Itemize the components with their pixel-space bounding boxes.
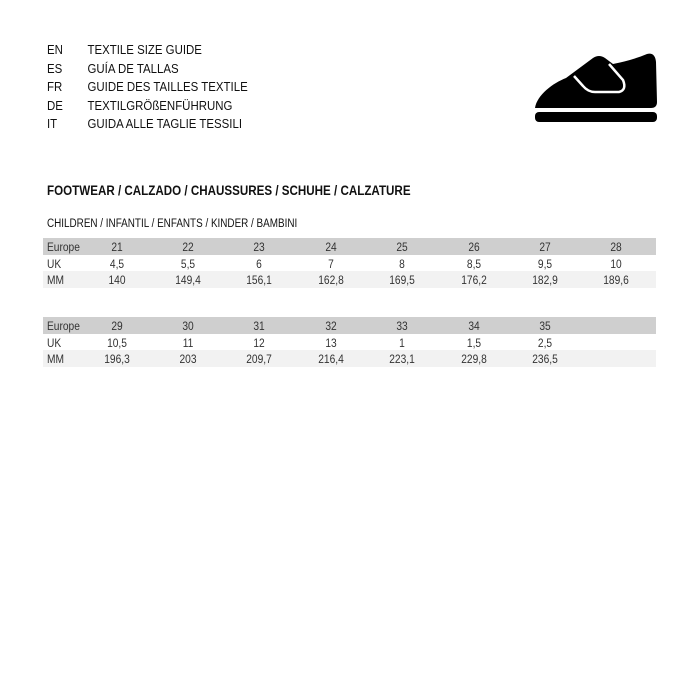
- table-cell: 21: [111, 240, 123, 254]
- language-title: TEXTILE SIZE GUIDE: [87, 42, 202, 57]
- table-cell: 33: [396, 319, 408, 333]
- language-code: EN: [47, 42, 63, 57]
- table-cell: 7: [328, 256, 334, 271]
- table-cell: 203: [179, 352, 197, 367]
- table-cell: 229,8: [461, 352, 487, 367]
- language-code: FR: [47, 79, 63, 94]
- table-cell: 34: [468, 319, 480, 333]
- table-cell: 22: [182, 240, 194, 254]
- language-row: IT GUIDA ALLE TAGLIE TESSILI: [47, 115, 248, 134]
- table-cell: 24: [325, 240, 337, 254]
- row-label: UK: [47, 256, 62, 271]
- table-row: Europe 21 22 23 24 25 26 27 28: [43, 238, 656, 255]
- table-cell: 169,5: [389, 273, 415, 288]
- table-cell: 11: [182, 335, 194, 350]
- language-row: ES GUÍA DE TALLAS: [47, 60, 248, 79]
- table-row: MM 196,3 203 209,7 216,4 223,1 229,8 236,5: [43, 350, 656, 368]
- language-row: FR GUIDE DES TAILLES TEXTILE: [47, 78, 248, 97]
- language-row: DE TEXTILGRÖßENFÜHRUNG: [47, 97, 248, 116]
- table-cell: 8,5: [466, 256, 482, 271]
- table-cell: 30: [182, 319, 194, 333]
- language-row: EN TEXTILE SIZE GUIDE: [47, 41, 248, 60]
- table-cell: 35: [539, 319, 551, 333]
- table-cell: 9,5: [537, 256, 553, 271]
- row-label: UK: [47, 335, 62, 350]
- size-table-2: Europe 29 30 31 32 33 34 35 UK 10,5 11 12 13 1 1,5 2,5 M…: [43, 317, 656, 368]
- table-cell: 149,4: [175, 273, 201, 288]
- table-cell: 25: [396, 240, 408, 254]
- row-label: MM: [47, 352, 64, 367]
- table-row: UK 4,5 5,5 6 7 8 8,5 9,5 10: [43, 255, 656, 272]
- language-list: EN TEXTILE SIZE GUIDE ES GUÍA DE TALLAS FR GU…: [47, 41, 248, 134]
- shoe-velcro-icon: [535, 53, 657, 122]
- language-code: ES: [47, 60, 63, 76]
- size-table-1: Europe 21 22 23 24 25 26 27 28 UK 4,5 5,5 6 7 8 8,5 9,5 1…: [43, 238, 656, 289]
- table-cell: 156,1: [246, 273, 272, 288]
- language-code: IT: [47, 116, 58, 131]
- language-title: TEXTILGRÖßENFÜHRUNG: [87, 97, 233, 113]
- table-cell: 8: [399, 256, 405, 271]
- table-cell: 209,7: [246, 352, 272, 367]
- table-cell: 182,9: [532, 273, 558, 288]
- row-label: MM: [47, 273, 64, 288]
- language-title: GUIDE DES TAILLES TEXTILE: [87, 79, 248, 94]
- table-cell: 1: [399, 335, 405, 350]
- table-cell: 236,5: [532, 352, 558, 367]
- table-cell: 196,3: [104, 352, 130, 367]
- table-cell: 12: [253, 335, 265, 350]
- table-cell: 6: [256, 256, 262, 271]
- subsection-title: CHILDREN / INFANTIL / ENFANTS / KINDER /…: [47, 218, 298, 230]
- table-cell: 31: [253, 319, 265, 333]
- table-row: MM 140 149,4 156,1 162,8 169,5 176,2 182,9 189,6: [43, 271, 656, 289]
- language-code: DE: [47, 97, 63, 113]
- table-cell: 162,8: [318, 273, 344, 288]
- table-cell: 176,2: [461, 273, 487, 288]
- table-cell: 5,5: [180, 256, 196, 271]
- table-cell: 26: [468, 240, 480, 254]
- table-cell: 13: [325, 335, 337, 350]
- table-cell: 32: [325, 319, 337, 333]
- table-cell: 2,5: [537, 335, 553, 350]
- table-row: Europe 29 30 31 32 33 34 35: [43, 317, 656, 334]
- section-title: FOOTWEAR / CALZADO / CHAUSSURES / SCHUHE…: [47, 183, 411, 198]
- table-cell: 23: [253, 240, 265, 254]
- language-title: GUIDA ALLE TAGLIE TESSILI: [87, 116, 243, 131]
- table-cell: 223,1: [389, 352, 415, 367]
- table-cell: 189,6: [603, 273, 629, 288]
- table-cell: 1,5: [466, 335, 482, 350]
- table-cell: 27: [539, 240, 551, 254]
- language-title: GUÍA DE TALLAS: [87, 60, 179, 76]
- table-cell: 10,5: [107, 335, 127, 350]
- row-label: Europe: [47, 240, 80, 254]
- table-cell: 216,4: [318, 352, 344, 367]
- table-cell: 140: [108, 273, 126, 288]
- table-cell: 28: [610, 240, 622, 254]
- table-row: UK 10,5 11 12 13 1 1,5 2,5: [43, 334, 656, 351]
- table-cell: 10: [610, 256, 622, 271]
- table-cell: 29: [111, 319, 123, 333]
- row-label: Europe: [47, 319, 80, 333]
- table-cell: 4,5: [109, 256, 125, 271]
